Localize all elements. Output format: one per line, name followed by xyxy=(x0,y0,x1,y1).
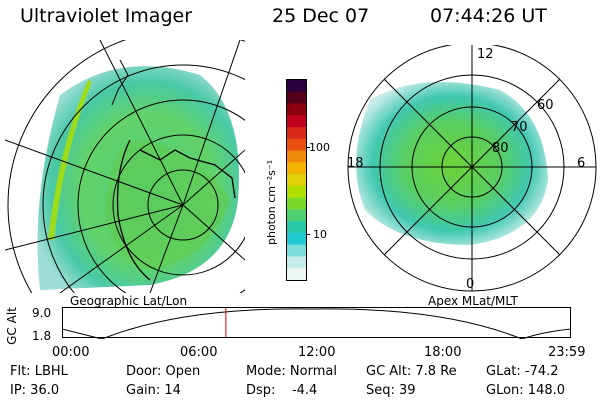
time-label: 07:44:26 UT xyxy=(430,5,547,27)
timeline-plot xyxy=(62,307,572,339)
timeline-y-top: 9.0 xyxy=(32,306,52,320)
colorbar xyxy=(286,79,307,281)
info-seq: Seq: 39 xyxy=(366,383,416,398)
aurora-arc xyxy=(48,80,92,240)
mlt-label-0: 0 xyxy=(466,277,475,292)
apex-panel-label: Apex MLat/MLT xyxy=(428,294,518,308)
colorbar-segment xyxy=(287,103,306,116)
colorbar-tickmark xyxy=(306,234,310,235)
mlt-label-6: 6 xyxy=(577,156,586,171)
geo-panel-label: Geographic Lat/Lon xyxy=(70,294,188,308)
colorbar-segment xyxy=(287,162,306,175)
info-glat: GLat: -74.2 xyxy=(486,364,559,379)
colorbar-segment xyxy=(287,221,306,234)
x-tick-4: 23:59 xyxy=(548,345,586,360)
info-flt: Flt: LBHL xyxy=(10,364,68,379)
title: Ultraviolet Imager xyxy=(20,5,193,27)
colorbar-label: photon cm⁻²s⁻¹ xyxy=(265,159,278,245)
info-dsp: Dsp: -4.4 xyxy=(246,383,318,398)
mlat-label-80: 80 xyxy=(492,141,509,156)
colorbar-tick-10: 10 xyxy=(313,228,327,241)
colorbar-tick-100: 100 xyxy=(309,141,330,154)
apex-polar-image xyxy=(347,45,597,292)
colorbar-segment xyxy=(287,209,306,222)
info-glon: GLon: 148.0 xyxy=(486,383,566,398)
colorbar-segment xyxy=(287,244,306,257)
colorbar-segment xyxy=(287,80,306,93)
x-tick-3: 18:00 xyxy=(424,345,462,360)
colorbar-segment xyxy=(287,115,306,128)
x-tick-2: 12:00 xyxy=(298,345,336,360)
colorbar-segment xyxy=(287,150,306,163)
info-ip: IP: 36.0 xyxy=(10,383,60,398)
mlat-label-60: 60 xyxy=(537,98,554,113)
info-gcalt: GC Alt: 7.8 Re xyxy=(366,364,457,379)
x-tick-1: 06:00 xyxy=(180,345,218,360)
info-mode: Mode: Normal xyxy=(246,364,337,379)
apex-aurora xyxy=(356,82,548,245)
colorbar-segment xyxy=(287,197,306,210)
info-gain: Gain: 14 xyxy=(126,383,181,398)
colorbar-segment xyxy=(287,91,306,105)
mlt-label-18: 18 xyxy=(347,156,364,171)
mlat-label-70: 70 xyxy=(511,120,528,135)
date-label: 25 Dec 07 xyxy=(272,5,370,27)
colorbar-segment xyxy=(287,268,306,280)
info-door: Door: Open xyxy=(126,364,201,379)
geographic-image xyxy=(5,40,245,293)
colorbar-segment xyxy=(287,256,306,269)
colorbar-segment xyxy=(287,232,306,246)
colorbar-segment xyxy=(287,174,306,187)
x-tick-0: 00:00 xyxy=(52,345,90,360)
colorbar-segment xyxy=(287,185,306,199)
timeline-y-label: GC Alt xyxy=(5,307,19,345)
timeline-y-bot: 1.8 xyxy=(32,329,52,343)
colorbar-tickmark xyxy=(306,147,310,148)
mlt-label-12: 12 xyxy=(477,47,494,62)
colorbar-segment xyxy=(287,127,306,140)
colorbar-segment xyxy=(287,138,306,152)
